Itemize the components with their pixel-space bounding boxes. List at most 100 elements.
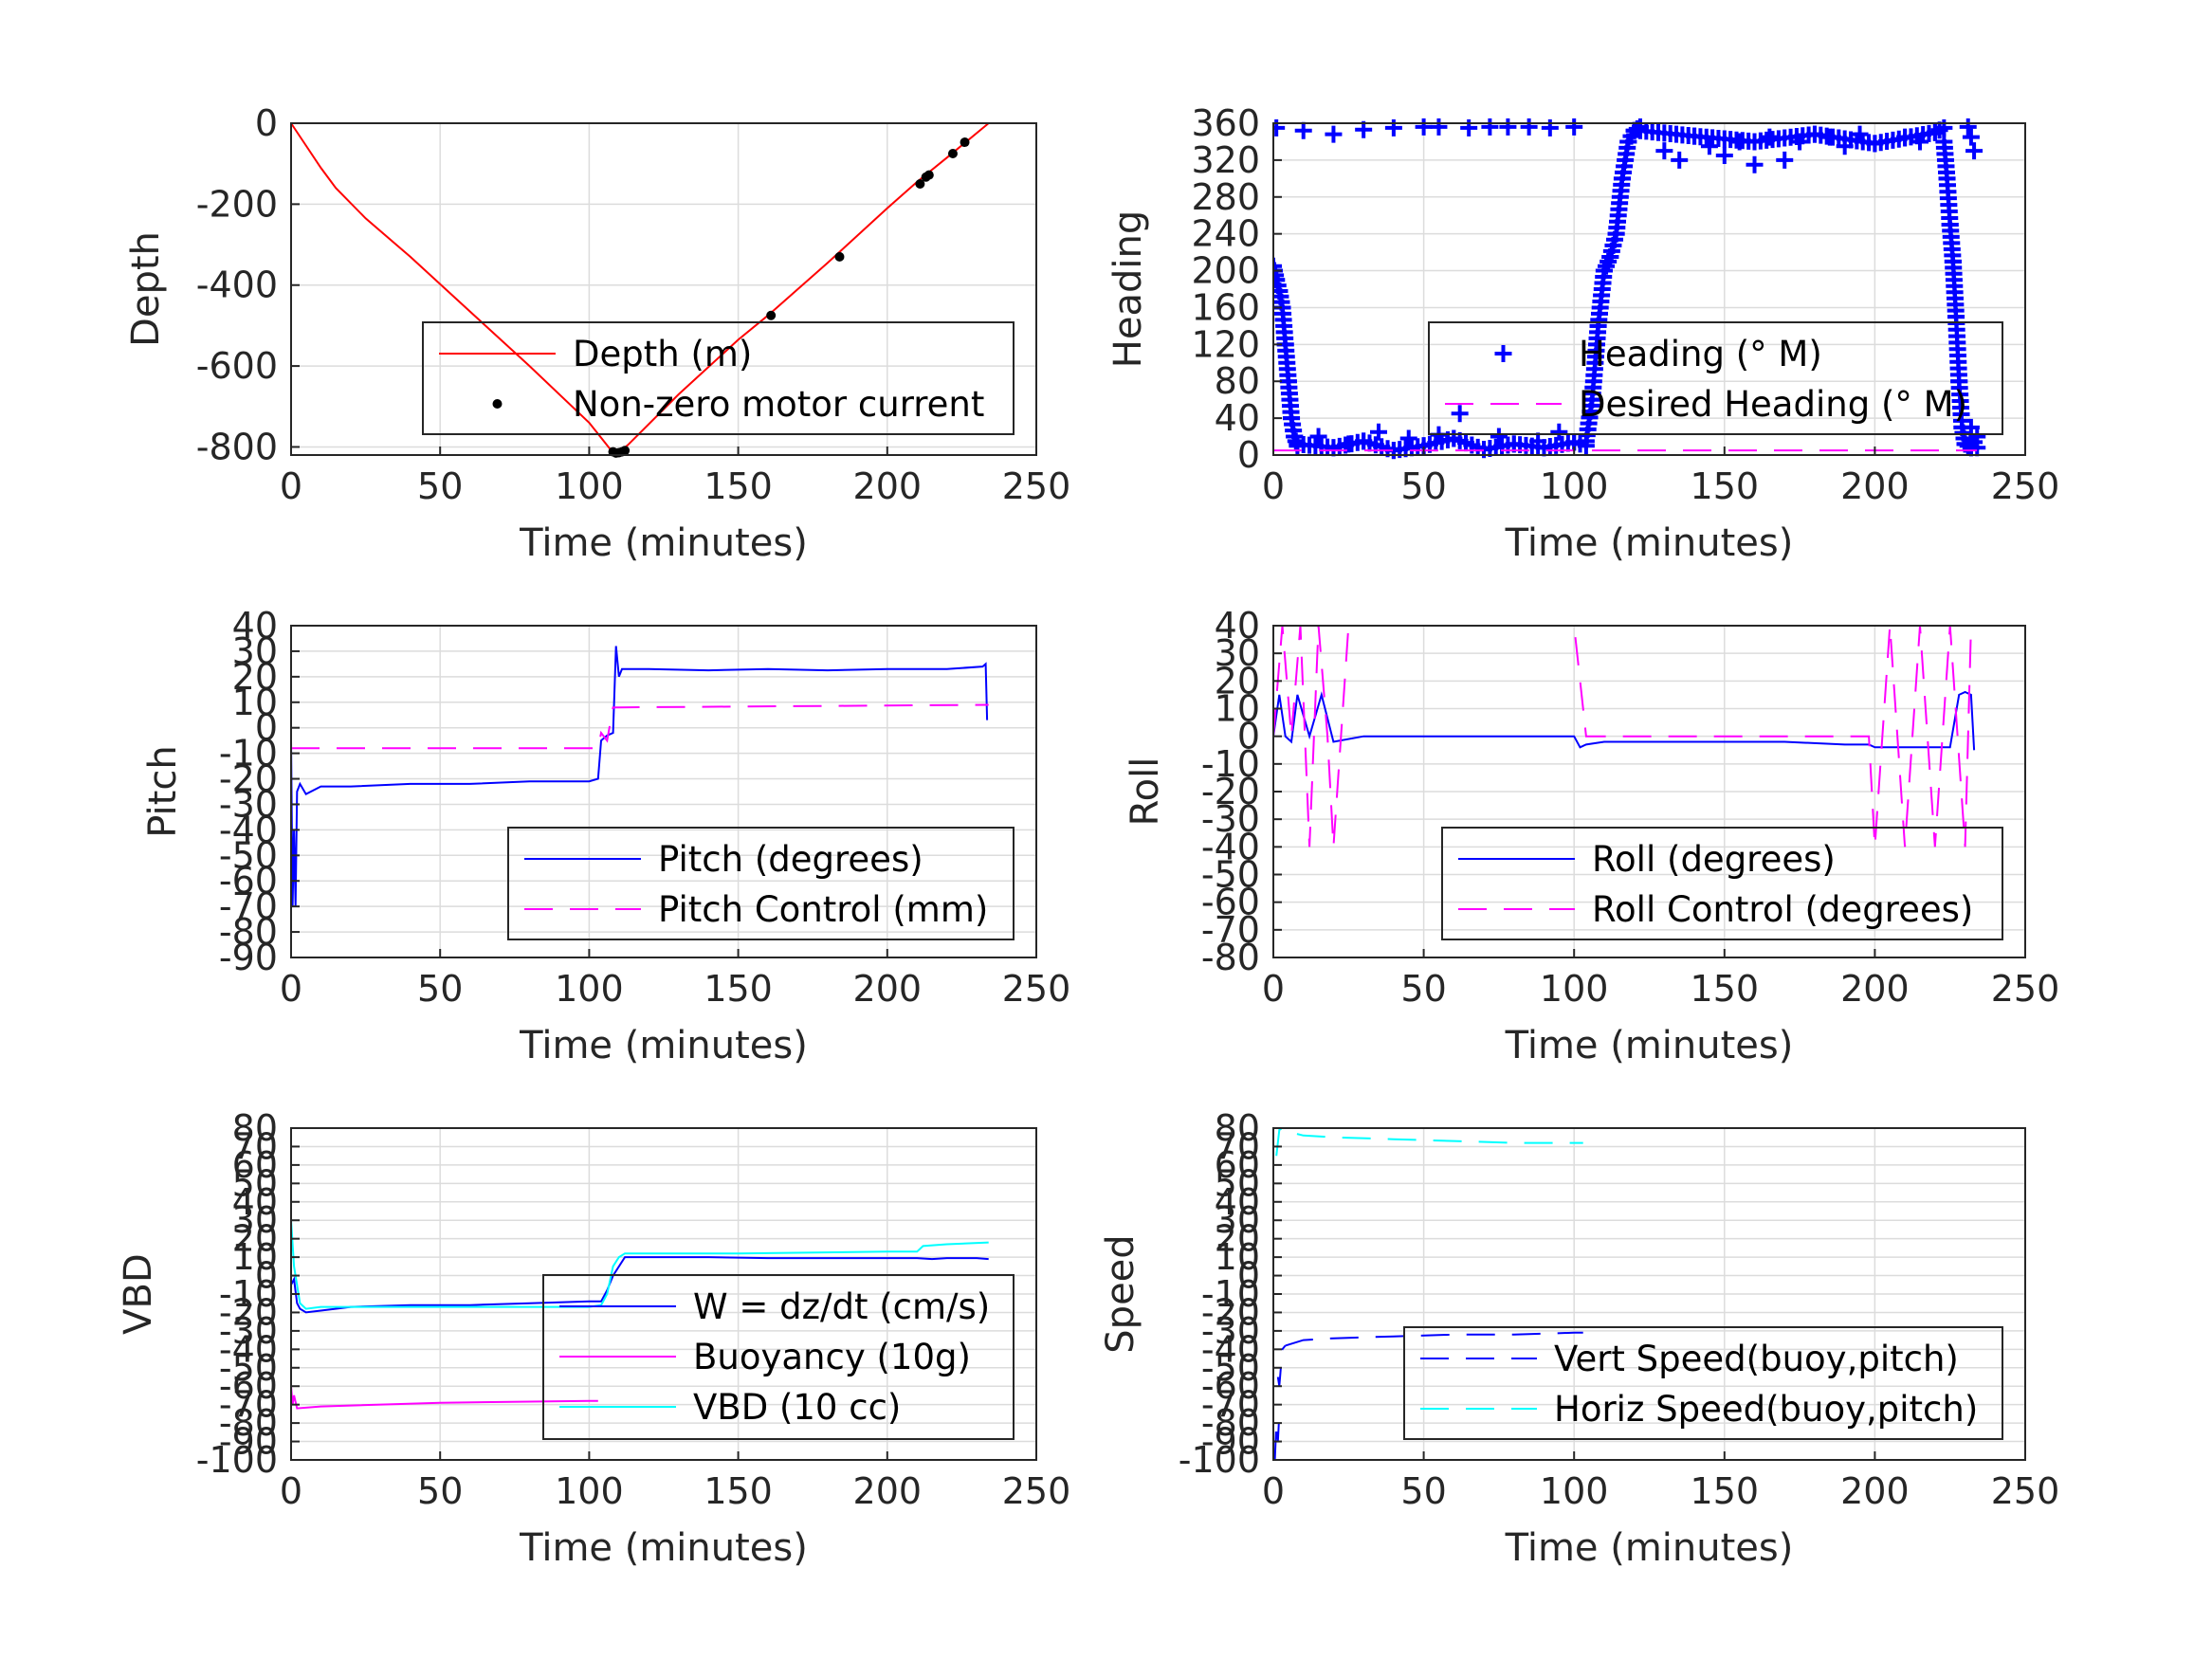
vbd-panel: 0 50 100 150 200 25080706050403020100-10-20-3…	[117, 1107, 1070, 1570]
y-axis-label: Roll	[1124, 757, 1167, 827]
y-tick-label: -40	[219, 809, 278, 850]
legend: Vert Speed(buoy,pitch) Horiz Speed(buoy,p…	[1403, 1326, 2003, 1440]
x-tick-label: 250	[1991, 968, 2060, 1010]
x-tick-label: 150	[1691, 465, 1760, 507]
dot-marker	[923, 170, 934, 180]
y-tick-label: -80	[1201, 937, 1260, 978]
plus-marker	[1730, 133, 1748, 151]
y-tick-label: 160	[1191, 286, 1260, 328]
plus-marker	[1851, 125, 1869, 143]
x-tick-label: 250	[1002, 968, 1071, 1010]
plus-marker	[1746, 155, 1764, 173]
speed-panel: 0 50 100 150 200 25080706050403020100-10-20-3…	[1099, 1107, 2059, 1570]
plus-marker	[1715, 147, 1733, 165]
plus-marker	[1340, 435, 1358, 453]
y-tick-label: -70	[219, 885, 278, 927]
y-tick-label: 240	[1191, 213, 1260, 255]
x-tick-label: 150	[704, 1470, 773, 1512]
y-tick-label: 30	[1215, 1199, 1260, 1241]
y-tick-label: -90	[219, 937, 278, 978]
y-tick-label: -30	[1201, 798, 1260, 840]
legend: Depth (m) Non-zero motor current	[422, 321, 1015, 435]
y-tick-label: 120	[1191, 323, 1260, 365]
y-tick-label: -50	[219, 834, 278, 876]
x-tick-label: 100	[555, 1470, 624, 1512]
y-tick-label: -20	[1201, 1291, 1260, 1333]
y-tick-label: 10	[1215, 688, 1260, 730]
dot-marker	[620, 446, 631, 456]
y-tick-label: -50	[219, 1347, 278, 1389]
y-tick-label: -80	[1201, 1402, 1260, 1444]
x-tick-label: 50	[417, 968, 463, 1010]
legend-box	[1428, 321, 2003, 435]
x-tick-label: 50	[417, 1470, 463, 1512]
y-tick-label: 0	[255, 1255, 278, 1297]
plus-marker	[1481, 118, 1499, 136]
y-tick-label: 0	[1237, 434, 1260, 476]
series-1-line	[291, 1386, 598, 1410]
y-tick-label: -20	[1201, 771, 1260, 812]
dot-marker	[947, 149, 958, 159]
plot-area	[291, 626, 1036, 957]
x-tick-label: 100	[1540, 465, 1609, 507]
y-tick-label: -40	[1201, 1328, 1260, 1370]
y-tick-label: 20	[232, 1218, 278, 1260]
dot-marker	[915, 179, 925, 190]
plus-marker	[1325, 125, 1343, 143]
y-axis-label: VBD	[117, 1253, 160, 1335]
legend: Roll (degrees) Roll Control (degrees)	[1441, 827, 2003, 940]
y-tick-label: -60	[219, 1365, 278, 1407]
x-tick-label: 50	[1400, 968, 1446, 1010]
legend-box	[542, 1274, 1015, 1440]
y-tick-label: 80	[1215, 360, 1260, 402]
x-axis-label: Time (minutes)	[519, 1024, 808, 1067]
axes-box	[290, 625, 1037, 958]
plus-marker	[1415, 118, 1433, 136]
plus-marker	[1273, 118, 1286, 137]
legend-entry-label: Pitch Control (mm)	[658, 889, 988, 930]
x-axis-label: Time (minutes)	[519, 1526, 808, 1570]
plus-marker	[1671, 151, 1689, 169]
y-axis-label: Depth	[124, 231, 168, 347]
plus-marker	[1761, 128, 1779, 146]
y-tick-label: -40	[1201, 826, 1260, 867]
dot-marker	[766, 310, 777, 320]
x-tick-label: 0	[1262, 968, 1285, 1010]
y-tick-label: 280	[1191, 176, 1260, 218]
y-tick-label: -100	[1179, 1439, 1260, 1481]
y-tick-label: -100	[196, 1439, 278, 1481]
plus-marker	[1294, 121, 1312, 139]
y-tick-label: -40	[219, 1328, 278, 1370]
y-tick-label: 80	[1215, 1107, 1260, 1149]
legend-plus-marker	[1494, 345, 1512, 362]
legend-entry-label: Buoyancy (10g)	[693, 1337, 971, 1377]
x-axis-label: Time (minutes)	[519, 521, 808, 565]
y-tick-label: -60	[1201, 882, 1260, 923]
y-tick-label: -20	[219, 758, 278, 800]
plus-marker	[1451, 405, 1469, 423]
y-tick-label: -10	[1201, 743, 1260, 785]
x-tick-label: 150	[704, 968, 773, 1010]
y-tick-label: -70	[1201, 1384, 1260, 1426]
x-axis-label: Time (minutes)	[1505, 1024, 1794, 1067]
y-tick-label: -10	[1201, 1273, 1260, 1315]
series-0-line	[1285, 1331, 1583, 1347]
heading-panel: 0 50 100 150 200 2500408012016020024028032036…	[1106, 102, 2059, 565]
y-tick-label: 60	[232, 1144, 278, 1186]
y-tick-label: -400	[196, 264, 278, 306]
y-tick-label: 30	[232, 1199, 278, 1241]
y-tick-label: -90	[1201, 1421, 1260, 1463]
x-tick-label: 0	[1262, 1470, 1285, 1512]
y-axis-label: Speed	[1099, 1234, 1143, 1353]
x-tick-label: 150	[1691, 1470, 1760, 1512]
plus-marker	[1896, 128, 1914, 146]
legend-entry-label: Roll Control (degrees)	[1592, 889, 1973, 930]
y-tick-label: 70	[232, 1125, 278, 1167]
y-tick-label: 10	[232, 1236, 278, 1278]
x-tick-label: 0	[280, 465, 302, 507]
y-tick-label: 70	[1215, 1125, 1260, 1167]
y-tick-label: -90	[219, 1421, 278, 1463]
y-tick-label: 0	[255, 102, 278, 144]
x-tick-label: 200	[1840, 968, 1910, 1010]
y-tick-label: 10	[1215, 1236, 1260, 1278]
